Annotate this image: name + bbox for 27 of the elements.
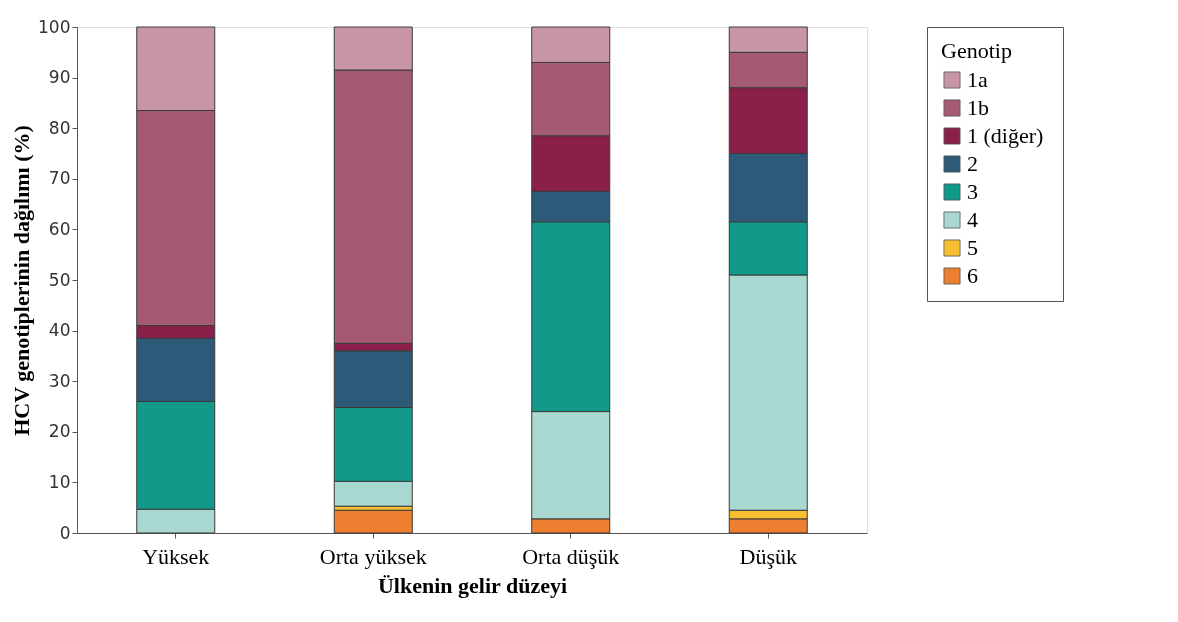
legend-title: Genotip: [941, 38, 1012, 63]
x-tick-label: Yüksek: [142, 543, 210, 569]
y-axis-title: HCV genotiplerinin dağılımı (%): [9, 125, 35, 436]
x-tick-label: Orta düşük: [522, 543, 620, 569]
bar: [333, 509, 413, 534]
legend-label: 1b: [967, 95, 989, 120]
y-tick-label: 70: [48, 168, 71, 189]
legend-label: 5: [967, 235, 978, 260]
legend-label: 1 (diğer): [967, 123, 1044, 148]
y-tick-label: 10: [48, 471, 71, 492]
legend-label: 2: [967, 151, 978, 176]
y-tick-label: 30: [48, 370, 71, 391]
legend-label: 3: [967, 179, 978, 204]
legend-label: 4: [967, 207, 978, 232]
y-tick-label: 100: [38, 16, 71, 37]
y-tick-label: 20: [48, 421, 71, 442]
legend-label: 1a: [967, 67, 988, 92]
y-tick-label: 0: [59, 522, 71, 543]
x-tick-label: Orta yüksek: [319, 543, 427, 569]
y-tick-label: 90: [48, 67, 71, 88]
y-tick-label: 60: [48, 218, 71, 239]
y-tick-label: 80: [48, 117, 71, 138]
y-tick-label: 50: [48, 269, 71, 290]
x-tick-label: Düşük: [739, 543, 797, 569]
y-tick-label: 40: [48, 320, 71, 341]
x-axis-title: Ülkenin gelir düzeyi: [377, 572, 568, 598]
legend-label: 6: [967, 263, 978, 288]
